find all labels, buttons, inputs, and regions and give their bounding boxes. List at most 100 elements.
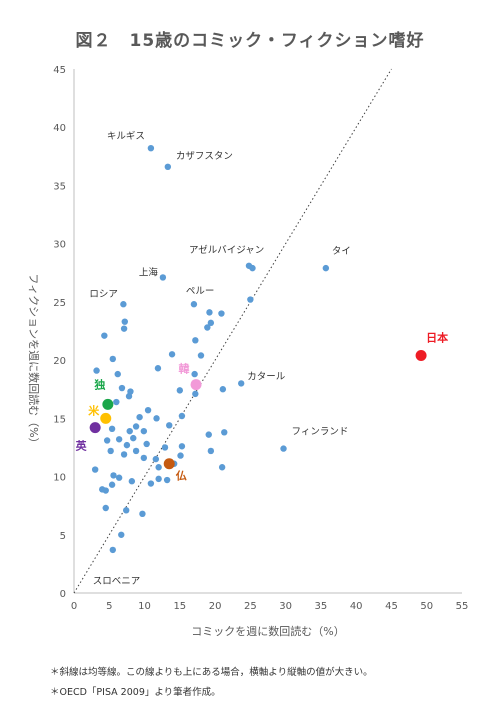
data-point (177, 452, 184, 459)
data-point (118, 384, 126, 392)
point-label: ペルー (186, 286, 215, 297)
y-tick-label: 10 (53, 473, 66, 484)
data-point (153, 415, 160, 422)
data-point (206, 309, 213, 316)
data-point (118, 531, 125, 538)
data-point (221, 429, 228, 436)
highlighted-label: 韓 (179, 362, 190, 376)
data-point (136, 413, 143, 421)
point-label: アゼルバイジャン (189, 244, 264, 256)
data-point (247, 296, 254, 303)
point-label: カザフスタン (176, 151, 233, 162)
data-point (218, 464, 226, 471)
data-point (120, 451, 128, 458)
x-tick-label: 40 (350, 601, 363, 612)
data-point (178, 412, 186, 420)
data-point (219, 386, 227, 393)
data-point (139, 510, 146, 518)
point-label: 上海 (139, 266, 159, 278)
data-point (197, 352, 205, 359)
data-point (91, 466, 99, 473)
x-tick-label: 30 (279, 601, 292, 612)
data-point (154, 365, 162, 372)
highlighted-label: 日本 (426, 330, 448, 344)
y-tick-label: 35 (53, 181, 66, 192)
point-label: カタール (247, 371, 286, 382)
x-axis-title: コミックを週に数回読む（%） (191, 624, 344, 638)
data-point (161, 444, 169, 451)
y-tick-label: 30 (53, 240, 66, 251)
data-point (115, 436, 123, 443)
data-point (140, 427, 148, 435)
highlighted-point (100, 412, 112, 424)
data-point (204, 324, 211, 331)
data-point (322, 264, 330, 272)
highlighted-point (190, 379, 202, 391)
data-point (130, 434, 137, 442)
data-point (140, 454, 148, 462)
x-tick-label: 25 (244, 601, 257, 612)
data-point (176, 387, 184, 394)
y-tick-label: 15 (53, 414, 66, 425)
highlighted-label: 仏 (176, 470, 187, 483)
data-point (205, 431, 212, 438)
x-tick-label: 5 (106, 601, 112, 612)
data-point (126, 427, 133, 435)
data-point (107, 447, 114, 455)
highlighted-label: 英 (75, 439, 88, 453)
point-label: スロベニア (93, 576, 141, 587)
data-point (191, 370, 198, 378)
footnote-1: ＊斜線は均等線。この線よりも上にある場合，横軸より縦軸の値が大きい。 (50, 667, 373, 678)
data-point (163, 476, 171, 484)
chart-title: 図２ 15歳のコミック・フィクション嗜好 (75, 31, 425, 51)
data-point (93, 367, 100, 374)
data-point (102, 487, 109, 494)
highlighted-label: 米 (87, 403, 100, 417)
data-point (192, 390, 199, 398)
data-point (144, 406, 152, 414)
point-label: タイ (332, 246, 351, 257)
point-label: ロシア (89, 289, 118, 300)
highlighted-point (102, 398, 114, 410)
data-point (120, 301, 127, 308)
data-point (103, 437, 111, 444)
point-label: キルギス (107, 131, 145, 142)
data-point (115, 474, 123, 481)
data-point (280, 445, 287, 452)
data-point (128, 478, 136, 485)
data-point (123, 507, 130, 514)
y-tick-label: 0 (60, 589, 66, 600)
footnote-2: ＊OECD「PISA 2009」より筆者作成。 (50, 687, 221, 698)
x-tick-label: 50 (420, 601, 433, 612)
x-tick-label: 10 (138, 601, 151, 612)
y-tick-label: 5 (60, 531, 66, 542)
equality-line (73, 68, 392, 594)
y-axis-title: フィクションを週に数回読む（%） (27, 273, 41, 448)
data-point (152, 455, 160, 463)
data-point (109, 546, 117, 554)
y-tick-label: 25 (53, 298, 66, 309)
data-point (113, 398, 120, 406)
data-point (123, 441, 131, 449)
data-point (155, 464, 162, 471)
data-point (159, 274, 167, 281)
data-point (125, 393, 133, 400)
data-point (245, 262, 253, 269)
data-point (207, 319, 215, 327)
data-point (110, 472, 117, 479)
y-tick-label: 45 (53, 65, 66, 76)
data-point (147, 144, 155, 152)
y-tick-label: 20 (53, 356, 66, 367)
data-point (218, 310, 225, 317)
data-point (120, 325, 128, 332)
highlighted-point (163, 458, 175, 470)
data-point (109, 355, 117, 363)
data-point (164, 163, 172, 171)
data-point (155, 475, 162, 483)
data-point (168, 351, 176, 358)
data-point (207, 447, 215, 455)
data-point (121, 318, 128, 325)
data-point (192, 337, 199, 344)
data-point (143, 440, 150, 448)
